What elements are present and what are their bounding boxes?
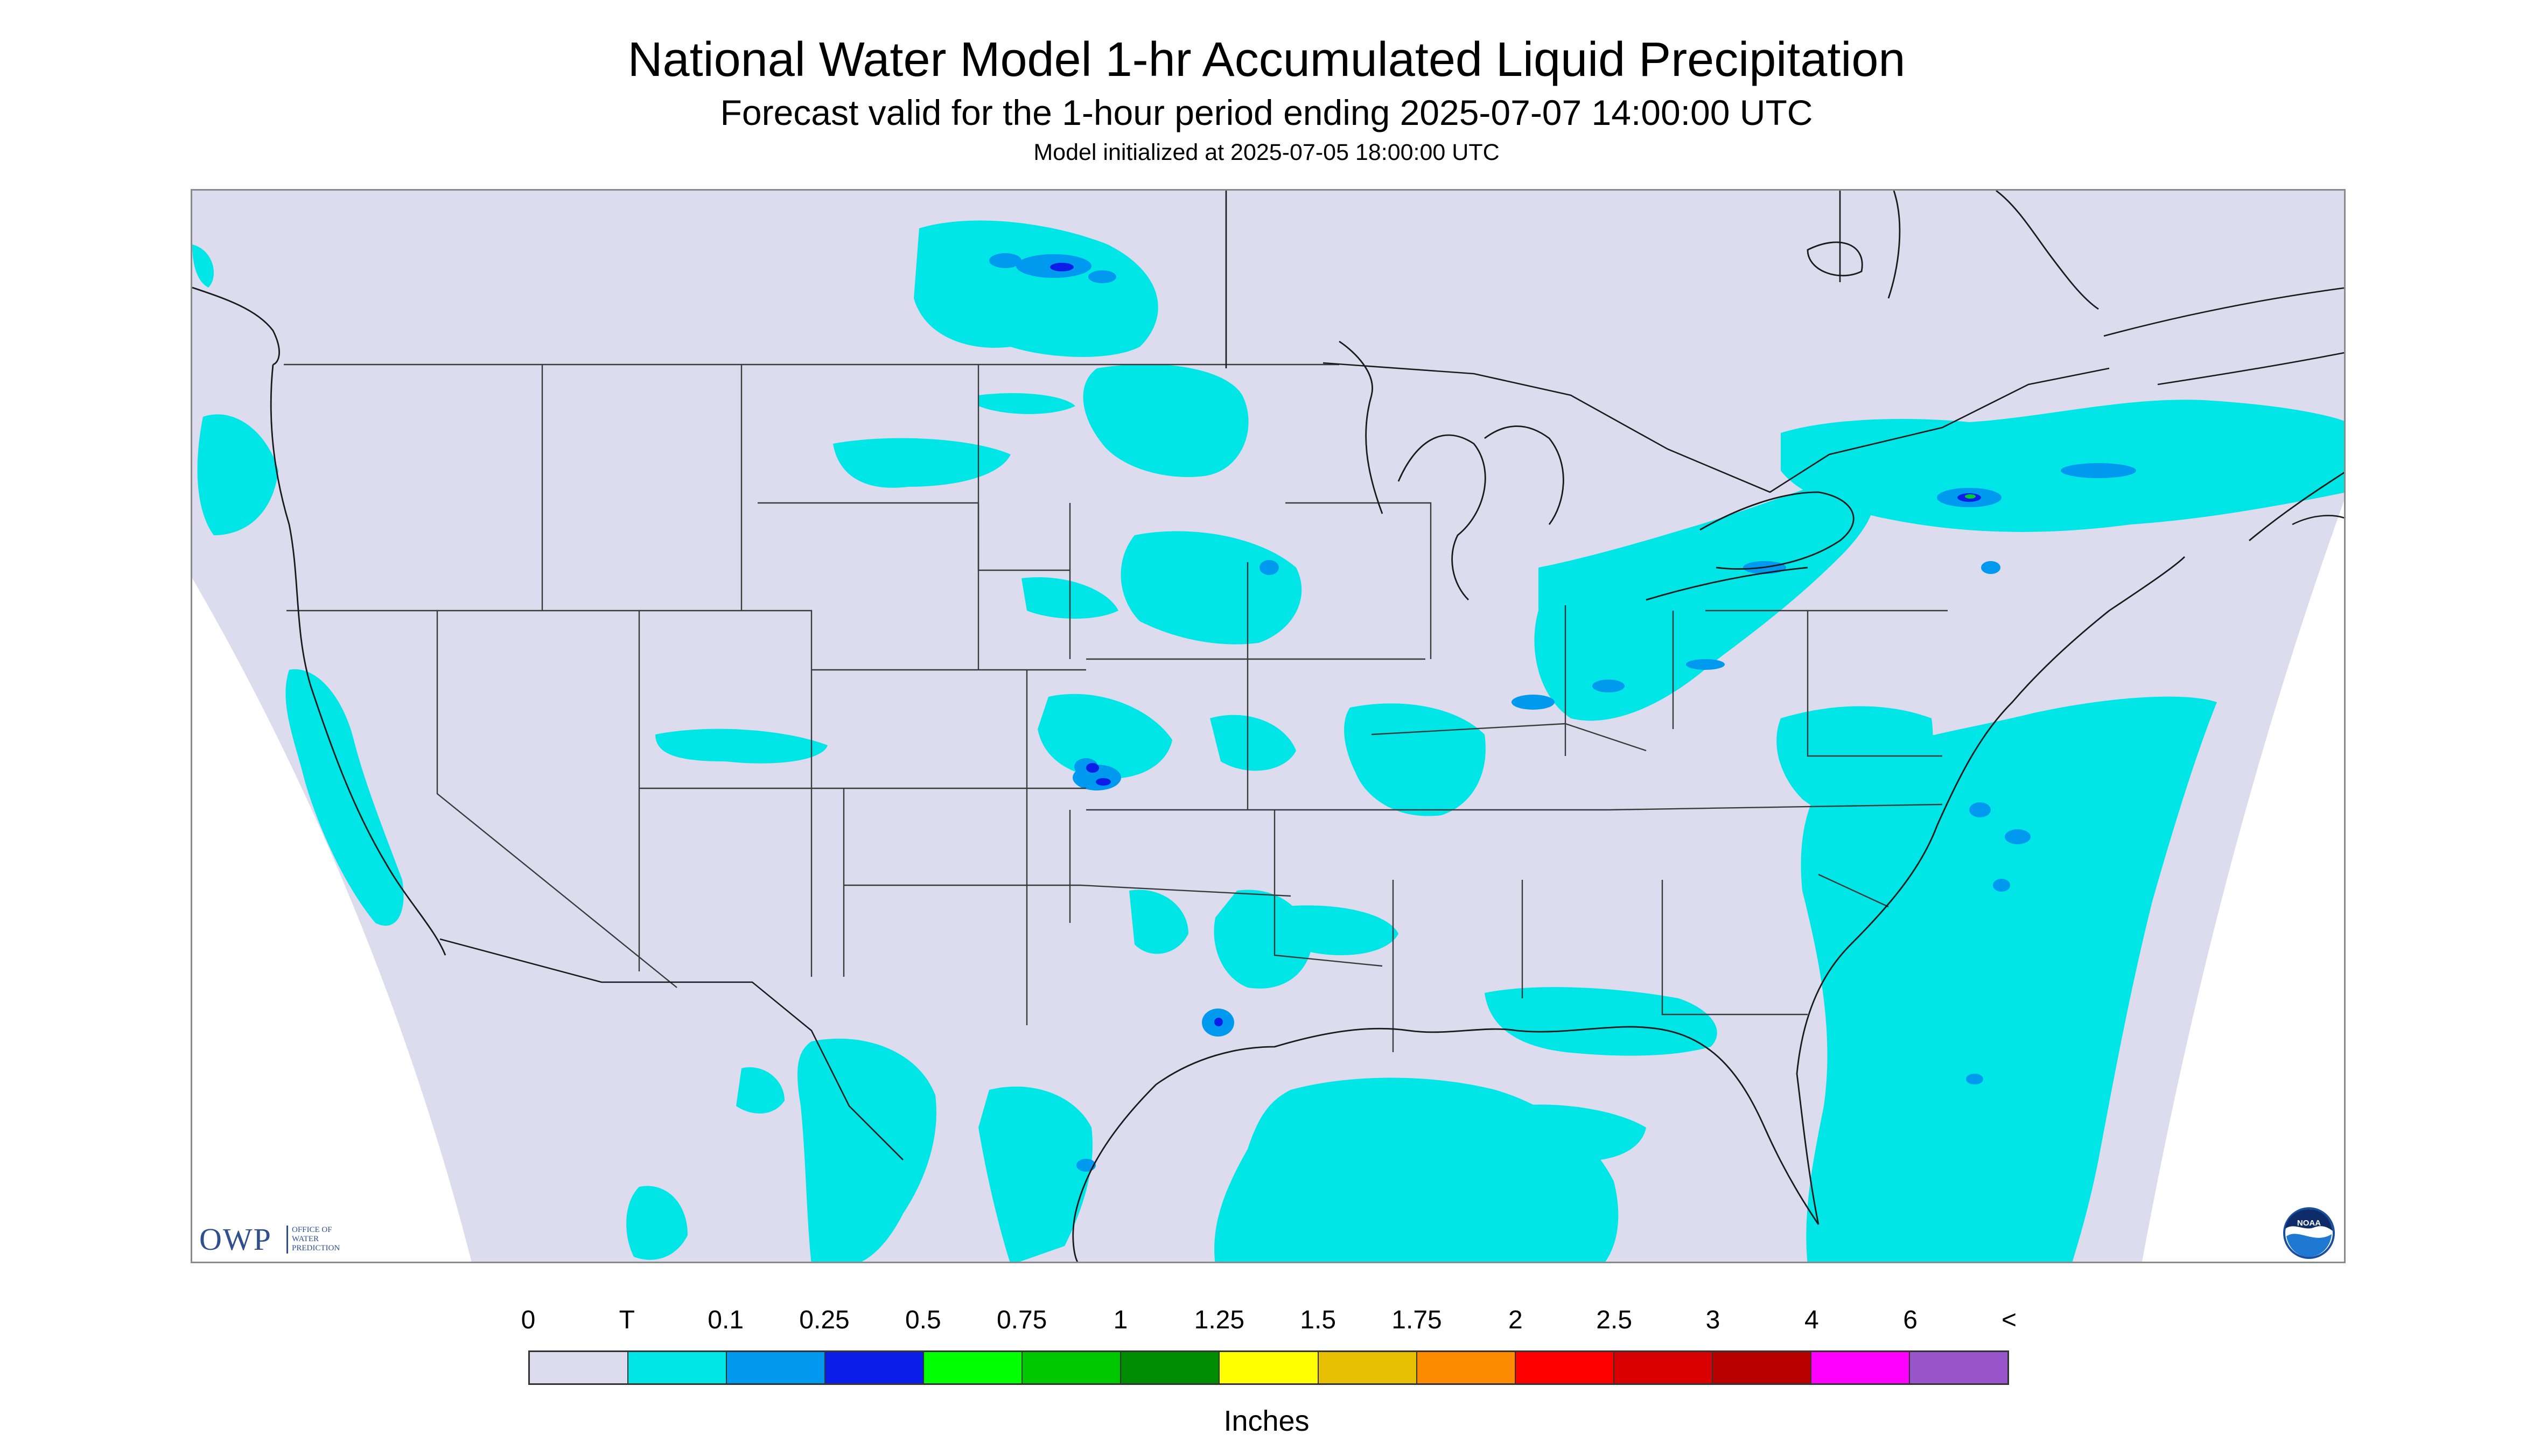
legend-swatch	[1417, 1352, 1516, 1383]
precipitation-trace-areas	[192, 220, 2344, 1262]
legend-tick-label: 2	[1508, 1306, 1523, 1334]
map-canvas	[192, 191, 2344, 1262]
legend-swatch	[1318, 1352, 1417, 1383]
legend-labels: 0 T 0.1 0.25 0.5 0.75 1 1.25 1.5 1.75 2 2.5 3 4 6 <	[0, 1307, 2533, 1340]
coastlines	[192, 191, 2344, 1262]
legend-tick-label: 0	[521, 1306, 536, 1334]
legend-tick-label: 6	[1903, 1306, 1918, 1334]
model-init-caption: Model initialized at 2025-07-05 18:00:00…	[1033, 139, 1500, 165]
legend-swatch	[1220, 1352, 1319, 1383]
legend-tick-label: 1	[1113, 1306, 1128, 1334]
owp-logo-text: OWP	[199, 1222, 272, 1257]
owp-logo-divider	[286, 1226, 288, 1254]
legend-tick-label: 1.75	[1391, 1306, 1442, 1334]
legend-swatch	[628, 1352, 727, 1383]
country-boundaries	[439, 191, 2344, 1160]
precipitation-heavy-areas	[1050, 263, 1981, 1026]
owp-logo: OWP OFFICE OF WATER PREDICTION	[199, 1222, 377, 1257]
forecast-valid-subtitle: Forecast valid for the 1-hour period end…	[720, 93, 1813, 132]
precipitation-map[interactable]	[191, 189, 2346, 1263]
owp-logo-line2: WATER	[292, 1235, 319, 1243]
legend-tick-label: 3	[1705, 1306, 1720, 1334]
legend-swatch	[1023, 1352, 1122, 1383]
legend-swatch	[1811, 1352, 1910, 1383]
nova-scotia-coast	[2292, 515, 2344, 526]
map-title: National Water Model 1-hr Accumulated Li…	[627, 33, 1906, 87]
noaa-logo-icon: NOAA	[2283, 1207, 2335, 1259]
owp-logo-subtext: OFFICE OF WATER PREDICTION	[292, 1226, 340, 1253]
state-boundaries	[284, 363, 1948, 1052]
legend-swatch	[727, 1352, 826, 1383]
legend-swatch	[924, 1352, 1023, 1383]
noaa-logo-text: NOAA	[2297, 1219, 2321, 1228]
outside-domain-left	[192, 578, 472, 1262]
legend-swatch	[1515, 1352, 1614, 1383]
outside-domain-right	[2142, 501, 2344, 1262]
owp-logo-line1: OFFICE OF	[292, 1226, 332, 1234]
legend-swatch	[825, 1352, 925, 1383]
legend-tick-label: 4	[1804, 1306, 1819, 1334]
legend-tick-label: 0.1	[708, 1306, 744, 1334]
legend-tick-label: T	[619, 1306, 635, 1334]
legend-swatch	[530, 1352, 629, 1383]
legend-tick-label: 0.25	[799, 1306, 850, 1334]
legend-tick-label: 1.25	[1194, 1306, 1245, 1334]
colorbar-legend	[528, 1350, 2009, 1385]
legend-swatch	[1712, 1352, 1811, 1383]
legend-swatch	[1614, 1352, 1713, 1383]
legend-tick-label: 1.5	[1300, 1306, 1337, 1334]
legend-swatch	[1121, 1352, 1220, 1383]
legend-swatch	[1909, 1352, 2007, 1383]
owp-logo-line3: PREDICTION	[292, 1244, 340, 1252]
legend-units-label: Inches	[1223, 1405, 1310, 1437]
legend-tick-label: 0.5	[905, 1306, 941, 1334]
legend-tick-label: <	[2001, 1306, 2017, 1334]
legend-tick-label: 2.5	[1596, 1306, 1633, 1334]
legend-tick-label: 0.75	[996, 1306, 1047, 1334]
